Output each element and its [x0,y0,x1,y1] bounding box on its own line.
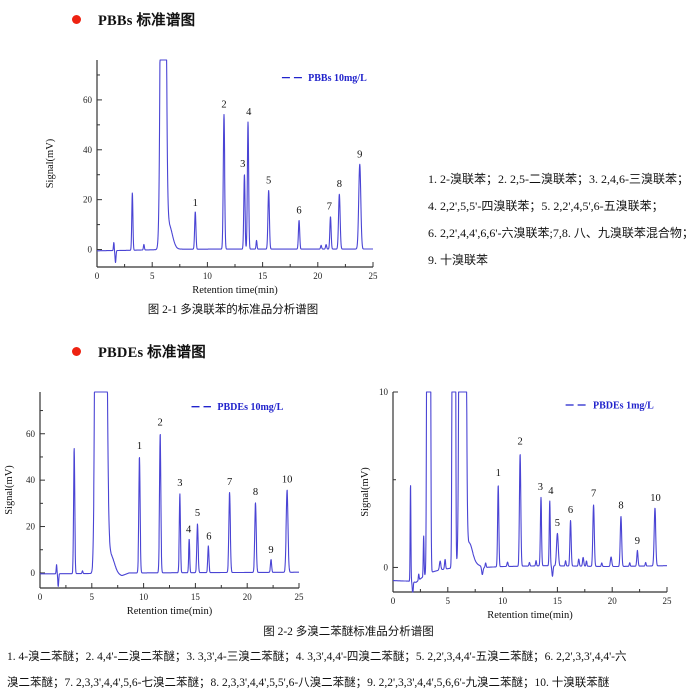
annotation-line: 9. 十溴联苯 [428,253,489,267]
svg-text:9: 9 [357,149,362,160]
svg-text:6: 6 [206,531,211,542]
svg-text:6: 6 [568,505,573,516]
svg-text:5: 5 [446,596,451,606]
svg-text:20: 20 [243,592,253,602]
svg-text:8: 8 [618,501,623,512]
svg-text:1: 1 [193,198,198,209]
svg-text:60: 60 [26,429,36,439]
svg-text:10: 10 [203,271,213,281]
footnote-line: 溴二苯醚；7. 2,3,3',4,4',5,6-七溴二苯醚；8. 2,3,3',… [7,677,610,689]
svg-text:15: 15 [553,596,563,606]
annotation-line: 6. 2,2',4,4',6,6'-六溴联苯;7,8. 八、九溴联苯混合物； [428,226,694,240]
pbdes-peak-list: 1. 4-溴二苯醚；2. 4,4'-二溴二苯醚；3. 3,3',4-三溴二苯醚；… [7,644,627,692]
svg-text:6: 6 [296,205,301,216]
svg-text:40: 40 [83,145,93,155]
svg-text:PBDEs 1mg/L: PBDEs 1mg/L [593,401,654,412]
svg-text:PBDEs 10mg/L: PBDEs 10mg/L [217,402,283,413]
svg-text:Retention time(min): Retention time(min) [192,285,278,296]
svg-text:2: 2 [158,418,163,429]
svg-text:60: 60 [83,95,93,105]
section-header-pbdes: PBDEs 标准谱图 [72,341,206,362]
svg-text:10: 10 [282,474,293,485]
svg-text:15: 15 [258,271,268,281]
svg-text:Signal(mV): Signal(mV) [45,138,56,188]
svg-text:1: 1 [496,468,501,479]
svg-text:Retention time(min): Retention time(min) [487,610,573,621]
footnote-line: 1. 4-溴二苯醚；2. 4,4'-二溴二苯醚；3. 3,3',4-三溴二苯醚；… [7,651,627,663]
svg-text:2: 2 [221,99,226,110]
svg-text:20: 20 [26,522,36,532]
svg-text:Signal(mV): Signal(mV) [360,467,371,517]
svg-text:0: 0 [88,245,93,255]
svg-text:0: 0 [31,568,36,578]
svg-text:Signal(mV): Signal(mV) [4,465,15,515]
svg-text:25: 25 [369,271,379,281]
svg-text:8: 8 [253,487,258,498]
svg-text:7: 7 [591,488,596,499]
svg-text:4: 4 [186,524,192,535]
svg-text:0: 0 [95,271,100,281]
svg-text:40: 40 [26,475,36,485]
svg-text:2: 2 [518,437,523,448]
svg-text:5: 5 [266,175,271,186]
svg-text:10: 10 [139,592,149,602]
svg-text:3: 3 [177,478,182,489]
svg-text:Retention time(min): Retention time(min) [127,606,213,617]
bullet-icon [72,347,81,356]
svg-text:5: 5 [555,518,560,529]
svg-text:0: 0 [384,562,389,572]
figure-caption-2-1: 图 2-1 多溴联苯的标准品分析谱图 [147,304,319,316]
svg-text:10: 10 [379,387,389,397]
svg-text:10: 10 [650,493,661,504]
svg-text:15: 15 [191,592,201,602]
svg-text:0: 0 [391,596,396,606]
svg-text:9: 9 [268,545,273,556]
svg-text:PBBs 10mg/L: PBBs 10mg/L [308,73,367,84]
bullet-icon [72,15,81,24]
svg-text:8: 8 [337,179,342,190]
svg-text:3: 3 [538,482,543,493]
svg-text:20: 20 [83,195,93,205]
svg-text:25: 25 [295,592,305,602]
section-header-pbbs: PBBs 标准谱图 [72,9,195,30]
svg-text:5: 5 [195,508,200,519]
svg-text:3: 3 [240,159,245,170]
annotation-line: 4. 2,2',5,5'-四溴联苯；5. 2,2',4,5',6-五溴联苯； [428,199,664,213]
svg-text:4: 4 [548,486,554,497]
svg-text:9: 9 [635,536,640,547]
svg-text:5: 5 [150,271,155,281]
svg-text:10: 10 [498,596,508,606]
section-title-pbdes: PBDEs 标准谱图 [98,345,206,361]
svg-text:20: 20 [313,271,323,281]
svg-text:1: 1 [137,441,142,452]
svg-text:7: 7 [227,477,232,488]
svg-text:20: 20 [608,596,618,606]
figure-caption-2-2: 图 2-2 多溴二苯醚标准品分析谱图 [263,626,434,638]
pbbs-peak-list: 1. 2-溴联苯；2. 2,5-二溴联苯；3. 2,4,6-三溴联苯； 4. 2… [428,166,694,274]
svg-text:7: 7 [327,202,332,213]
svg-text:0: 0 [38,592,43,602]
annotation-line: 1. 2-溴联苯；2. 2,5-二溴联苯；3. 2,4,6-三溴联苯； [428,172,689,186]
svg-text:5: 5 [90,592,95,602]
svg-text:25: 25 [663,596,673,606]
section-title-pbbs: PBBs 标准谱图 [98,13,196,29]
svg-text:4: 4 [246,107,252,118]
